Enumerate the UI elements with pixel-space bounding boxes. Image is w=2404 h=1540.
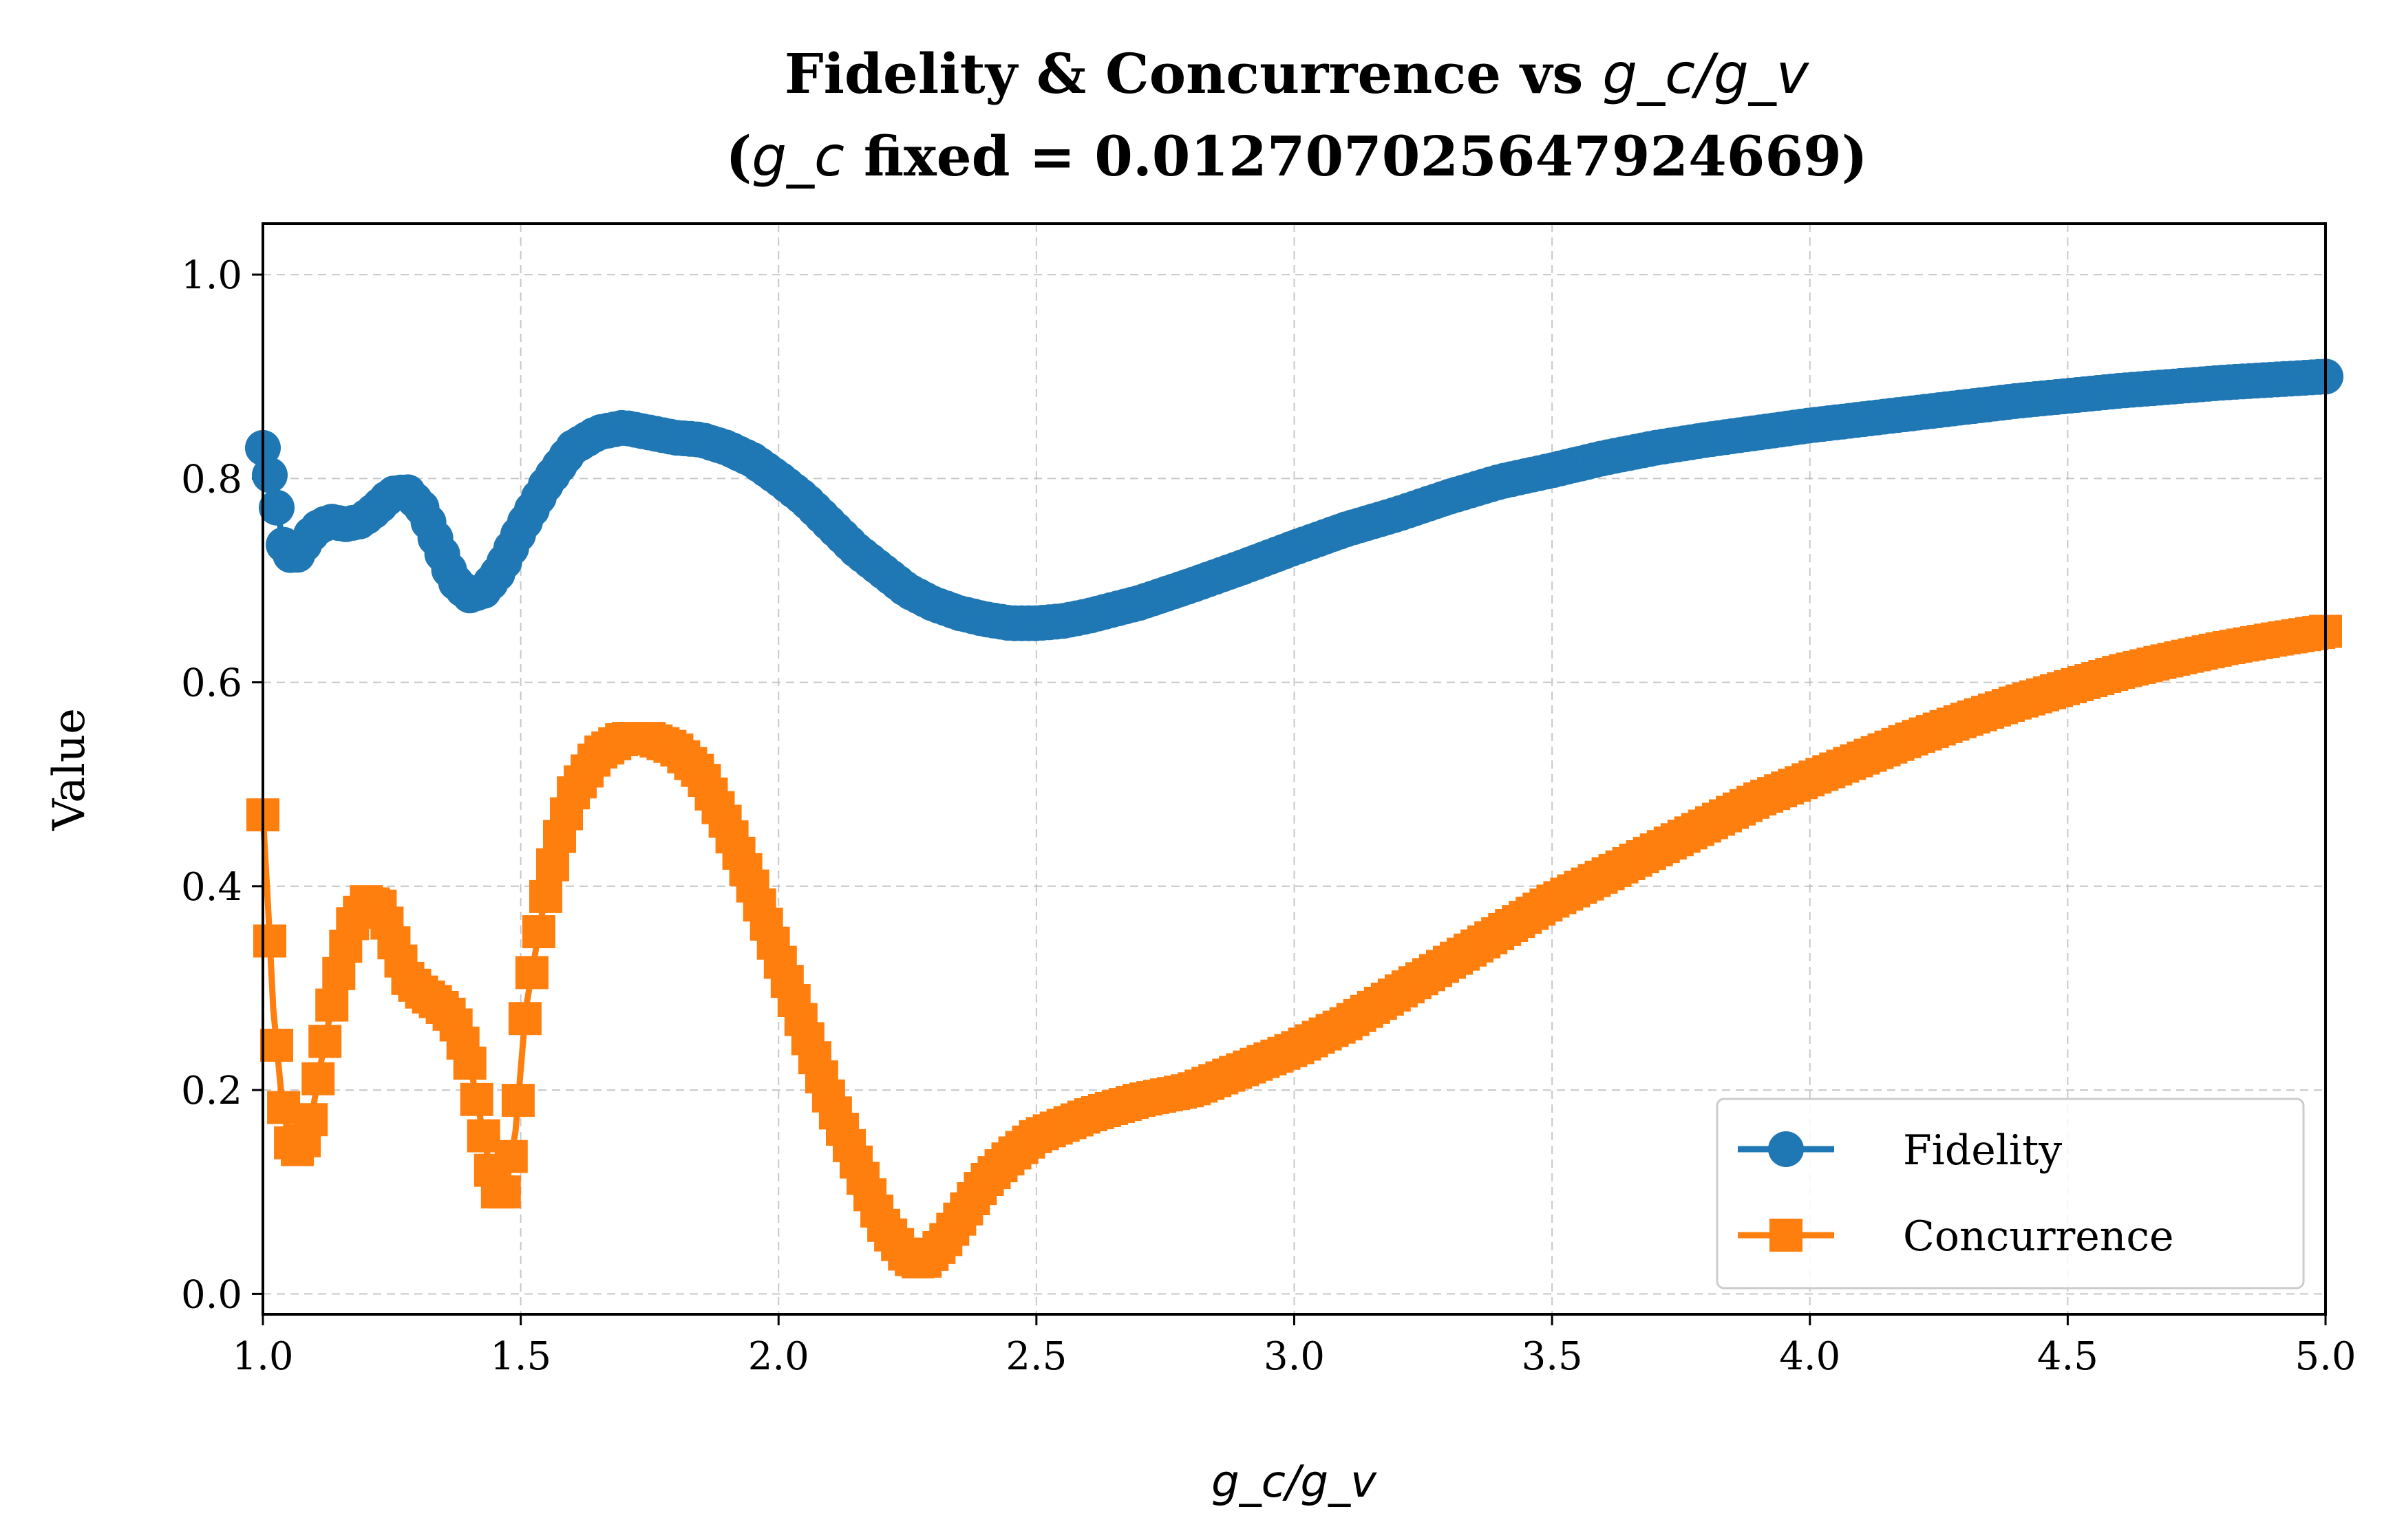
y-tick-label: 0.0 (181, 1272, 242, 1317)
chart-title-line2-math: g_c (752, 125, 844, 189)
x-axis-label: g_c/g_v (1211, 1457, 1377, 1508)
x-tick-label: 2.5 (1006, 1334, 1067, 1379)
concurrence-point (301, 1062, 335, 1095)
concurrence-point (494, 1140, 528, 1173)
fidelity-point (259, 489, 295, 526)
legend-fidelity-label: Fidelity (1903, 1126, 2062, 1175)
concurrence-point (536, 848, 569, 881)
legend: Fidelity Concurrence (1716, 1098, 2305, 1290)
x-tick-label: 1.5 (490, 1334, 551, 1379)
x-tick-label: 4.5 (2037, 1334, 2098, 1379)
x-tick-label: 3.0 (1264, 1334, 1325, 1379)
plot-frame (262, 222, 2327, 1316)
chart-title-line2: (g_c fixed = 0.012707025647924669) (725, 124, 1867, 189)
series-fidelity (245, 359, 2343, 641)
legend-concurrence-marker (1769, 1219, 1802, 1252)
y-tick-label: 0.2 (181, 1069, 242, 1113)
chart-title-line2-open: ( (725, 124, 752, 189)
concurrence-point (267, 1091, 301, 1124)
x-tick-label: 4.0 (1779, 1334, 1840, 1379)
concurrence-point (453, 1047, 487, 1080)
legend-concurrence-label: Concurrence (1903, 1212, 2174, 1261)
y-tick-label: 0.6 (181, 661, 242, 706)
concurrence-point (308, 1025, 342, 1058)
legend-box (1716, 1098, 2305, 1290)
y-tick-label: 0.4 (181, 865, 242, 910)
concurrence-point (260, 1029, 293, 1062)
concurrence-point (515, 956, 549, 990)
chart-title-line1-math: g_c/g_v (1602, 42, 1810, 106)
series-concurrence (246, 614, 2342, 1279)
concurrence-point (487, 1175, 521, 1209)
y-tick-label: 0.8 (181, 457, 242, 502)
plot-series (245, 359, 2343, 1279)
concurrence-point (253, 924, 286, 958)
y-tick-label: 1.0 (181, 253, 242, 298)
chart-title-line1-prefix: Fidelity & Concurrence vs (785, 41, 1602, 106)
x-tick-label: 5.0 (2295, 1334, 2356, 1379)
chart-title-line1: Fidelity & Concurrence vs g_c/g_v (785, 41, 1810, 106)
concurrence-point (295, 1103, 328, 1137)
concurrence-point (529, 879, 562, 913)
x-tick-label: 2.0 (748, 1334, 809, 1379)
concurrence-point (467, 1119, 500, 1153)
x-tick-label: 3.5 (1522, 1334, 1583, 1379)
concurrence-point (522, 915, 555, 948)
axis-ticks: 1.0 1.5 2.0 2.5 3.0 3.5 4.0 4.5 5.0 0.0 0.2 0.4 0.6 0… (181, 253, 2357, 1379)
fidelity-point (252, 457, 288, 493)
concurrence-point (315, 988, 349, 1022)
concurrence-point (501, 1084, 535, 1117)
concurrence-point (460, 1082, 493, 1116)
chart-title-line2-rest: fixed = 0.012707025647924669) (844, 124, 1868, 189)
y-axis-label: Value (44, 708, 95, 831)
x-tick-label: 1.0 (232, 1334, 293, 1379)
concurrence-point (508, 1002, 542, 1036)
legend-fidelity-marker (1768, 1131, 1804, 1167)
